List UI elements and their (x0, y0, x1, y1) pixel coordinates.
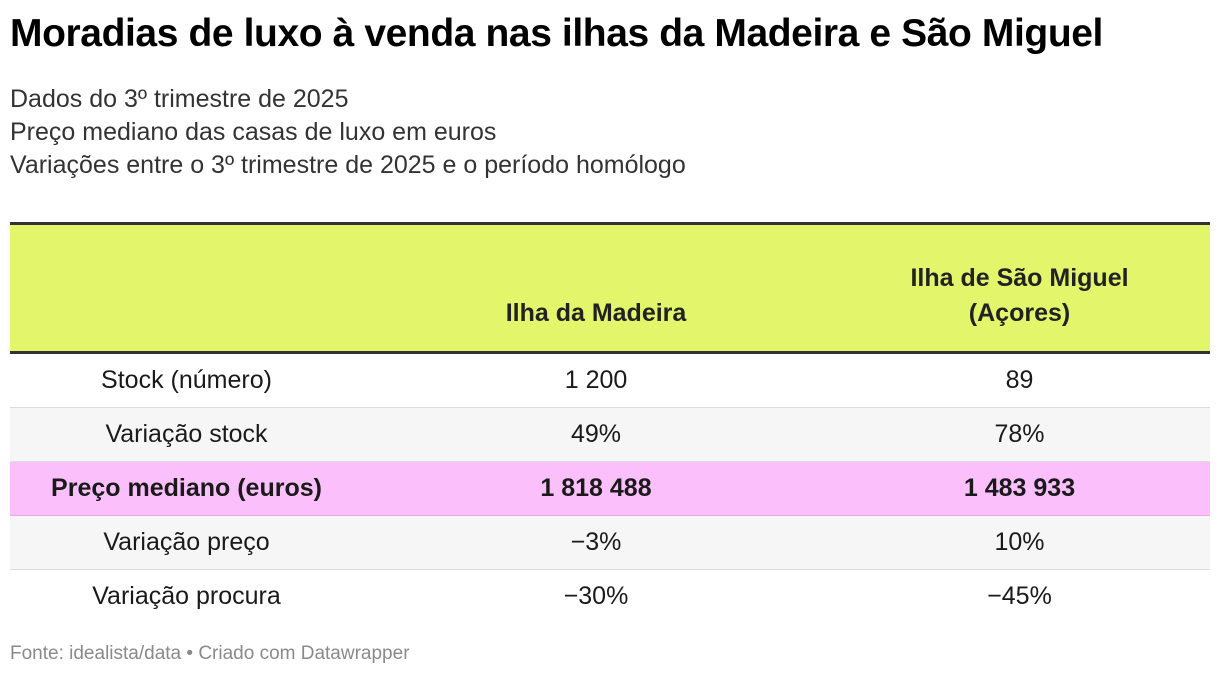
chart-subtitle: Dados do 3º trimestre de 2025 Preço medi… (10, 83, 1210, 182)
table-row: Variação stock 49% 78% (10, 407, 1210, 462)
column-header-line: (Açores) (968, 299, 1071, 327)
row-label: Preço mediano (euros) (10, 461, 363, 516)
column-header-sao-miguel: Ilha de São Miguel (Açores) (829, 222, 1210, 354)
cell-madeira: −30% (563, 582, 629, 610)
cell-sao-miguel: 1 483 933 (829, 461, 1210, 516)
column-header-madeira: Ilha da Madeira (363, 222, 829, 354)
data-table: Ilha da Madeira Ilha de São Miguel (Açor… (10, 222, 1210, 623)
cell-sao-miguel: 89 (829, 352, 1210, 408)
cell-sao-miguel: 78% (829, 407, 1210, 462)
column-header-label (10, 222, 363, 354)
cell-sao-miguel: −45% (987, 582, 1052, 610)
table-row: Variação procura −30% −45% (10, 570, 1210, 624)
column-header-line: Ilha de São Miguel (910, 264, 1129, 292)
chart-title: Moradias de luxo à venda nas ilhas da Ma… (10, 12, 1103, 55)
row-label: Variação preço (10, 515, 363, 570)
row-label: Variação stock (10, 407, 363, 462)
cell-madeira: 49% (363, 407, 829, 462)
cell-sao-miguel: 10% (829, 515, 1210, 570)
cell-madeira: −3% (363, 515, 829, 570)
row-label: Stock (número) (10, 352, 363, 408)
subtitle-line: Preço mediano das casas de luxo em euros (10, 118, 497, 146)
table-row-highlighted: Preço mediano (euros) 1 818 488 1 483 93… (10, 461, 1210, 516)
table-row: Stock (número) 1 200 89 (10, 352, 1210, 408)
table-header-row: Ilha da Madeira Ilha de São Miguel (Açor… (10, 222, 1210, 354)
row-label: Variação procura (92, 582, 281, 610)
subtitle-line: Dados do 3º trimestre de 2025 (10, 85, 349, 113)
subtitle-line: Variações entre o 3º trimestre de 2025 e… (10, 151, 686, 179)
cell-madeira: 1 200 (363, 352, 829, 408)
source-footer: Fonte: idealista/data • Criado com Dataw… (10, 643, 410, 664)
table-row: Variação preço −3% 10% (10, 515, 1210, 570)
cell-madeira: 1 818 488 (363, 461, 829, 516)
